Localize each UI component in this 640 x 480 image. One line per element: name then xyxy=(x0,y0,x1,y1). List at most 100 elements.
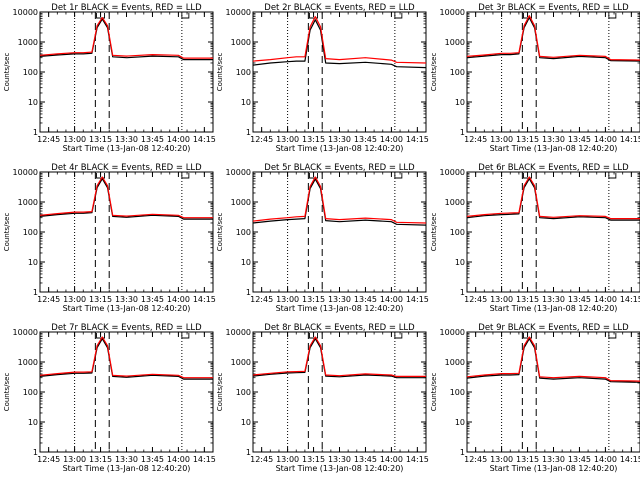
x-tick-label: 14:00 xyxy=(167,135,190,144)
chart-title: Det 6r BLACK = Events, RED = LLD xyxy=(478,163,629,173)
x-tick-label: 13:00 xyxy=(490,295,513,304)
x-tick-label: 14:00 xyxy=(594,455,617,464)
y-tick-label: 1 xyxy=(33,288,38,297)
x-tick-label: 13:30 xyxy=(115,135,138,144)
x-tick-label: 14:00 xyxy=(380,135,403,144)
y-tick-label: 10 xyxy=(241,258,251,267)
x-tick-label: 13:15 xyxy=(302,135,325,144)
chart-title: Det 1r BLACK = Events, RED = LLD xyxy=(51,3,202,13)
y-tick-label: 1 xyxy=(246,288,251,297)
top-bracket-marker xyxy=(608,173,617,179)
x-tick-label: 13:45 xyxy=(141,295,164,304)
x-tick-label: 13:15 xyxy=(516,295,539,304)
y-axis-label: Counts/sec xyxy=(3,213,11,252)
x-tick-label: 12:45 xyxy=(464,455,487,464)
x-tick-label: 14:00 xyxy=(594,135,617,144)
series-line-events xyxy=(39,18,213,61)
x-tick-label: 13:45 xyxy=(568,455,591,464)
series-line-events xyxy=(39,338,213,380)
x-tick-label: 12:45 xyxy=(250,295,273,304)
x-tick-label: 14:15 xyxy=(620,455,640,464)
top-bracket-marker xyxy=(394,333,403,339)
y-tick-label: 1 xyxy=(33,128,38,137)
y-tick-label: 1000 xyxy=(18,358,38,367)
y-axis-label: Counts/sec xyxy=(216,53,224,92)
x-tick-label: 13:45 xyxy=(354,295,377,304)
y-tick-label: 100 xyxy=(236,68,251,77)
x-tick-label: 13:15 xyxy=(89,455,112,464)
y-tick-label: 1000 xyxy=(18,38,38,47)
y-tick-label: 1000 xyxy=(18,198,38,207)
top-bracket-marker xyxy=(181,13,190,19)
top-bracket-marker xyxy=(309,333,318,339)
chart-panel-7: Det 7r BLACK = Events, RED = LLD 1 10 100 10… xyxy=(3,323,216,473)
top-bracket-marker xyxy=(181,173,190,179)
x-tick-label: 14:15 xyxy=(620,295,640,304)
chart-title: Det 3r BLACK = Events, RED = LLD xyxy=(478,3,629,13)
y-tick-label: 10000 xyxy=(440,328,465,337)
x-tick-label: 13:30 xyxy=(328,135,351,144)
x-tick-label: 13:15 xyxy=(89,135,112,144)
x-tick-label: 13:00 xyxy=(63,455,86,464)
top-bracket-marker xyxy=(608,13,617,19)
y-tick-label: 10 xyxy=(28,418,38,427)
x-axis-label: Start Time (13-Jan-08 12:40:20) xyxy=(490,144,618,153)
y-axis-label: Counts/sec xyxy=(430,373,438,412)
x-tick-label: 13:00 xyxy=(276,135,299,144)
plot-frame xyxy=(252,171,427,293)
y-axis-label: Counts/sec xyxy=(216,373,224,412)
series-line-events xyxy=(252,19,427,69)
top-bracket-marker xyxy=(96,13,105,19)
top-bracket-marker xyxy=(523,333,532,339)
top-bracket-marker xyxy=(394,173,403,179)
x-tick-label: 13:45 xyxy=(354,135,377,144)
y-tick-label: 10000 xyxy=(13,8,38,17)
chart-title: Det 4r BLACK = Events, RED = LLD xyxy=(51,163,202,173)
series-line-lld xyxy=(466,336,640,382)
x-tick-label: 13:15 xyxy=(302,455,325,464)
plot-frame xyxy=(466,11,640,133)
x-tick-label: 13:30 xyxy=(542,455,565,464)
y-tick-label: 1 xyxy=(246,448,251,457)
y-tick-label: 10 xyxy=(455,98,465,107)
x-tick-label: 12:45 xyxy=(250,455,273,464)
series-line-lld xyxy=(466,15,640,61)
chart-panel-5: Det 5r BLACK = Events, RED = LLD 1 10 100 10… xyxy=(216,163,429,313)
chart-panel-6: Det 6r BLACK = Events, RED = LLD 1 10 100 10… xyxy=(430,163,640,313)
y-tick-label: 100 xyxy=(236,228,251,237)
y-tick-label: 10 xyxy=(28,258,38,267)
x-tick-label: 12:45 xyxy=(37,295,60,304)
y-tick-label: 100 xyxy=(23,228,38,237)
y-axis-label: Counts/sec xyxy=(3,53,11,92)
x-tick-label: 14:00 xyxy=(380,455,403,464)
plot-frame xyxy=(252,11,427,133)
series-line-lld xyxy=(39,336,213,379)
y-tick-label: 100 xyxy=(450,228,465,237)
top-bracket-marker xyxy=(608,333,617,339)
x-tick-label: 13:45 xyxy=(568,135,591,144)
y-tick-label: 10 xyxy=(241,98,251,107)
y-tick-label: 100 xyxy=(450,388,465,397)
plot-frame xyxy=(466,171,640,293)
plot-frame xyxy=(39,331,214,453)
x-tick-label: 12:45 xyxy=(37,135,60,144)
y-tick-label: 1000 xyxy=(231,358,251,367)
x-tick-label: 12:45 xyxy=(37,455,60,464)
x-tick-label: 13:45 xyxy=(354,455,377,464)
y-tick-label: 1 xyxy=(460,128,465,137)
y-tick-label: 10000 xyxy=(226,328,251,337)
y-tick-label: 1 xyxy=(460,448,465,457)
series-line-events xyxy=(252,178,427,226)
x-tick-label: 12:45 xyxy=(464,135,487,144)
y-tick-label: 10000 xyxy=(226,8,251,17)
x-tick-label: 13:00 xyxy=(490,455,513,464)
y-tick-label: 100 xyxy=(236,388,251,397)
chart-panel-4: Det 4r BLACK = Events, RED = LLD 1 10 100 10… xyxy=(3,163,216,313)
y-tick-label: 100 xyxy=(23,388,38,397)
series-line-lld xyxy=(39,176,213,219)
series-line-events xyxy=(252,338,426,379)
y-axis-label: Counts/sec xyxy=(3,373,11,412)
x-tick-label: 13:30 xyxy=(542,135,565,144)
x-axis-label: Start Time (13-Jan-08 12:40:20) xyxy=(490,464,618,473)
x-tick-label: 14:15 xyxy=(193,295,216,304)
